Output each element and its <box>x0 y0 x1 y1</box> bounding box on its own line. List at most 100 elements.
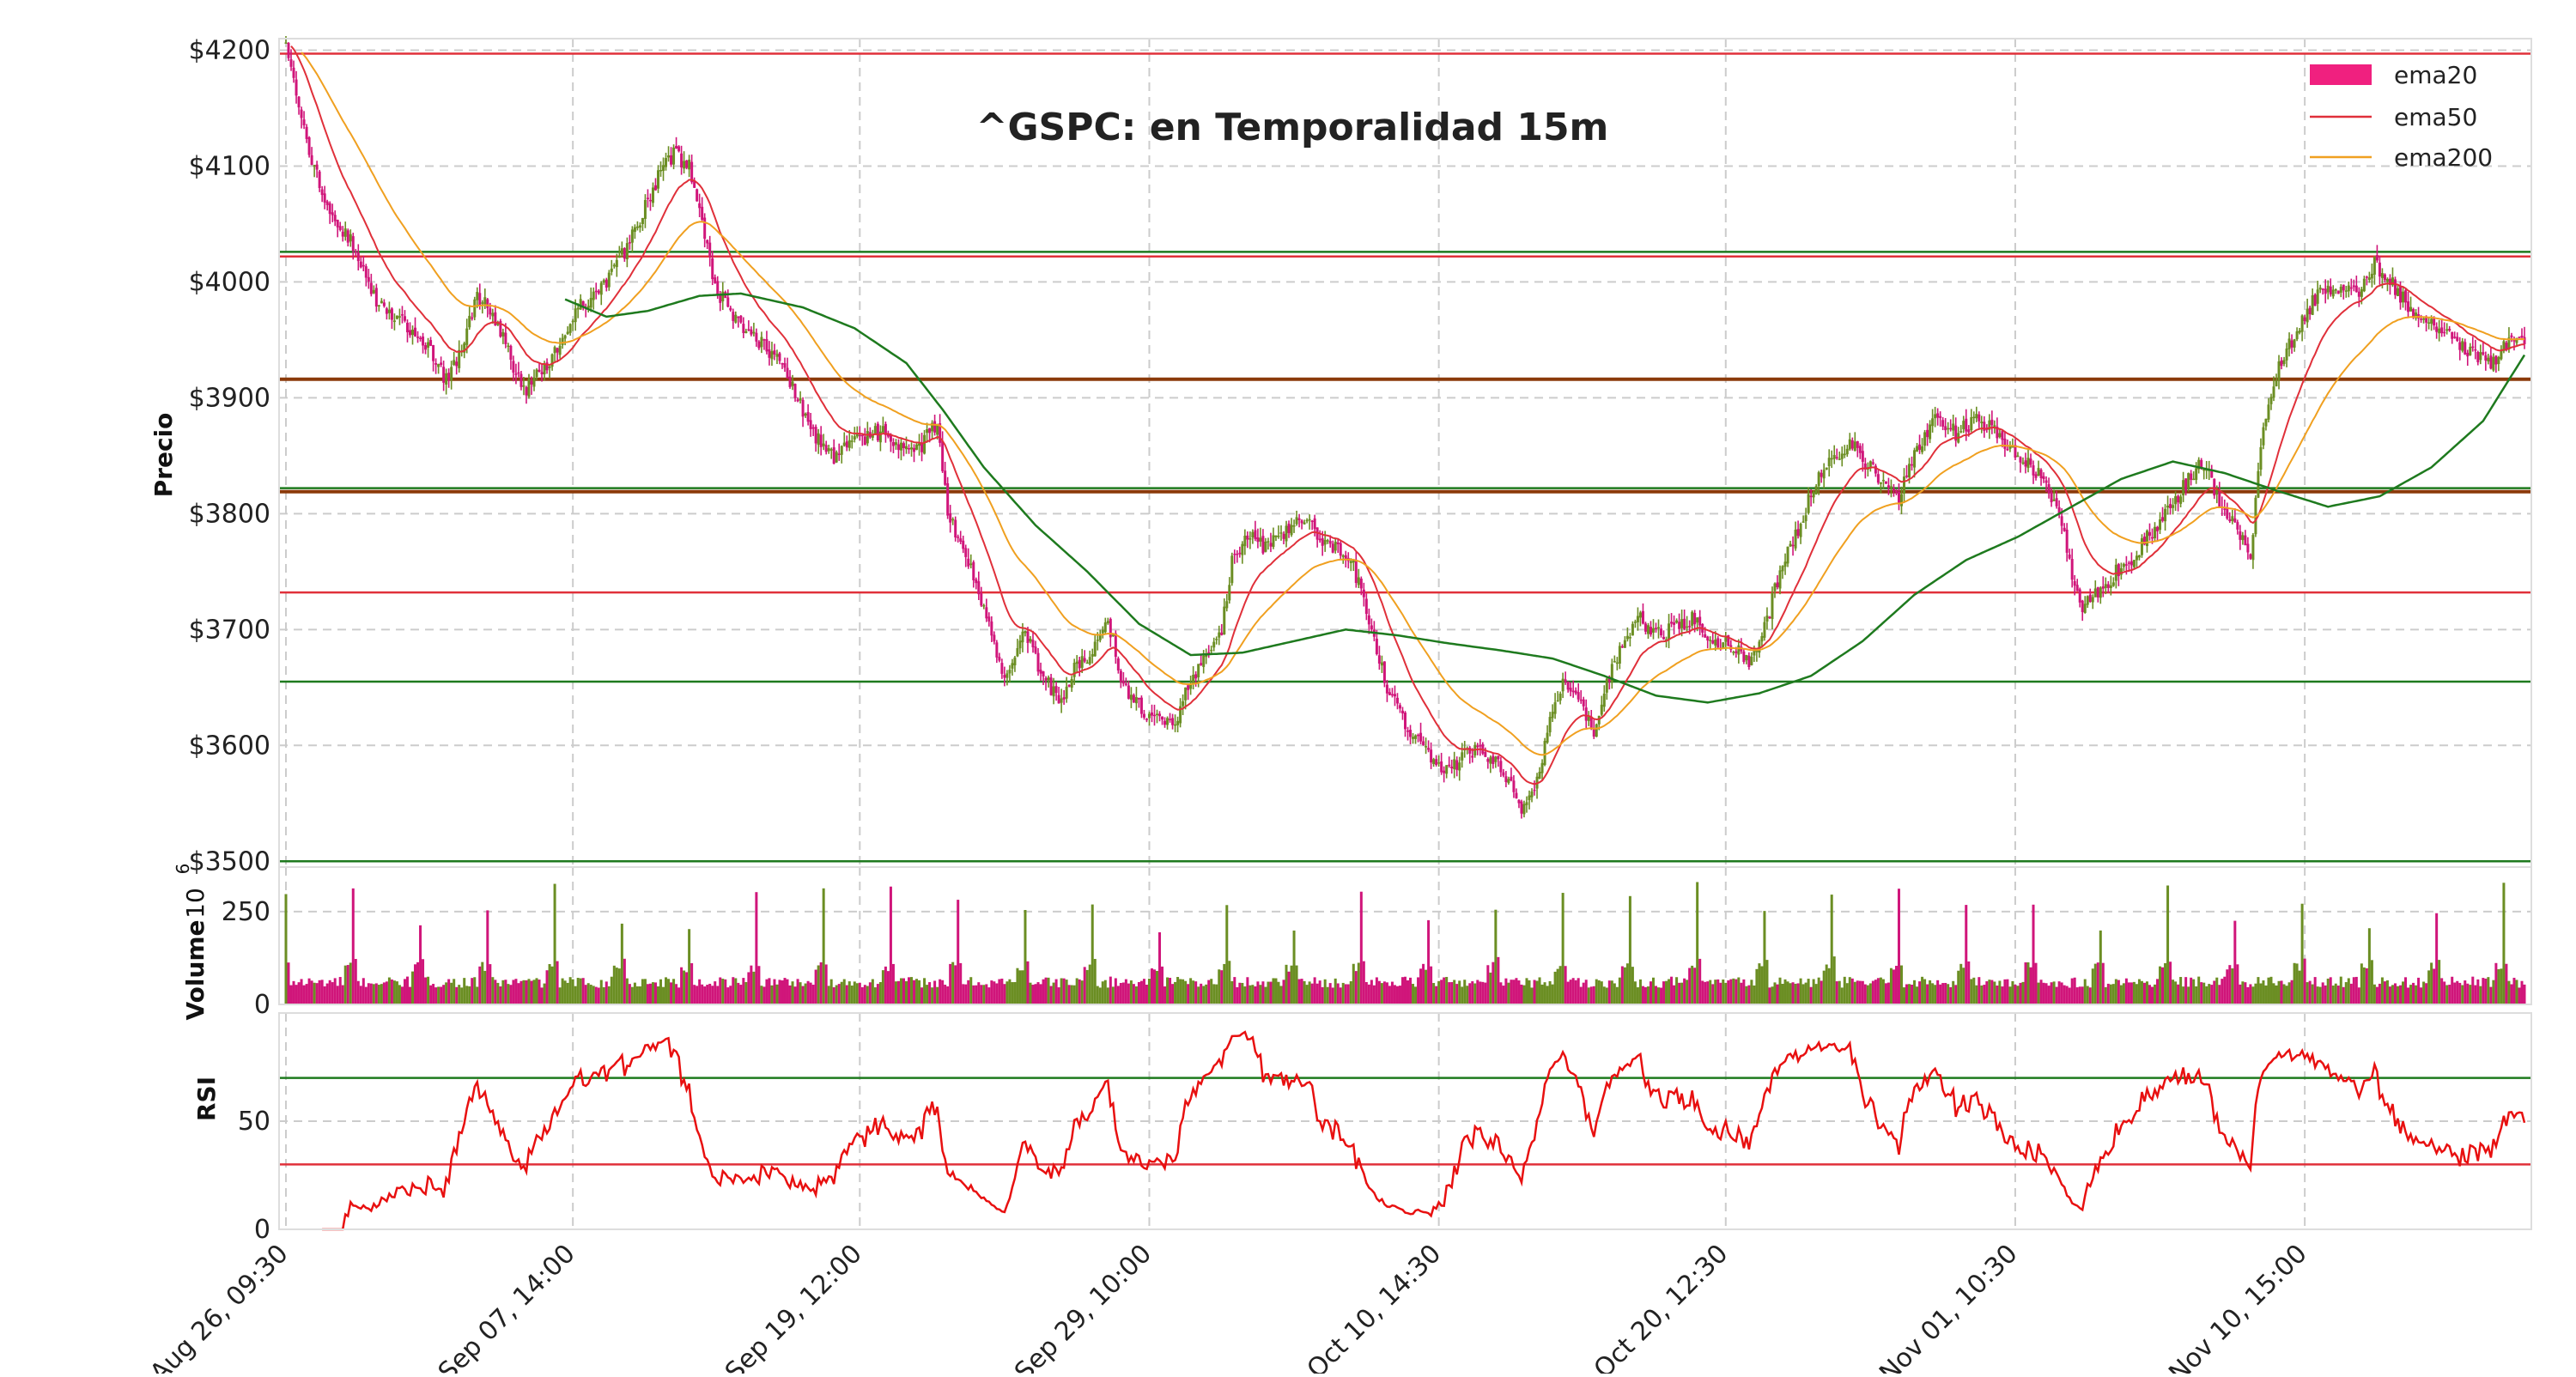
volume-bar-832 <box>2435 913 2439 1004</box>
candle-body-386 <box>1282 533 1285 539</box>
volume-bar-725 <box>2159 966 2162 1004</box>
candle-body-271 <box>985 607 988 619</box>
candle-body-35 <box>374 288 378 307</box>
candle-body-257 <box>949 513 952 523</box>
candle-body-378 <box>1261 536 1265 554</box>
volume-bar-317 <box>1103 980 1107 1004</box>
volume-bar-829 <box>2427 970 2431 1004</box>
volume-bar-278 <box>1003 984 1006 1004</box>
volume-bar-866 <box>2523 984 2526 1004</box>
volume-bar-571 <box>1760 966 1764 1004</box>
price-tick-label-6: $4100 <box>189 151 270 181</box>
volume-bar-103 <box>550 966 554 1004</box>
candle-body-1 <box>287 43 290 58</box>
candle-body-622 <box>1892 488 1895 491</box>
volume-bar-568 <box>1753 985 1756 1004</box>
volume-bar-186 <box>765 979 769 1004</box>
candle-body-567 <box>1750 656 1753 665</box>
volume-bar-224 <box>863 985 866 1004</box>
volume-bar-513 <box>1610 980 1613 1004</box>
candle-body-259 <box>954 519 957 538</box>
candle-body-597 <box>1827 458 1831 466</box>
candle-body-423 <box>1377 655 1381 664</box>
candle-body-851 <box>2484 355 2488 361</box>
volume-bar-70 <box>465 986 469 1004</box>
volume-bar-789 <box>2324 985 2327 1004</box>
volume-bar-477 <box>1517 980 1521 1004</box>
candle-body-659 <box>1988 420 1991 430</box>
volume-bar-259 <box>954 965 957 1004</box>
candle-body-283 <box>1016 648 1019 657</box>
candle-body-3 <box>292 67 295 78</box>
volume-bar-587 <box>1801 984 1805 1004</box>
candle-body-655 <box>1978 414 1981 422</box>
candle-body-197 <box>793 384 797 398</box>
volume-bar-252 <box>936 986 939 1004</box>
candle-body-396 <box>1308 519 1311 521</box>
candle-body-528 <box>1649 627 1652 635</box>
volume-bar-91 <box>519 980 523 1004</box>
volume-bar-205 <box>814 969 817 1004</box>
candle-body-200 <box>801 399 805 417</box>
volume-bar-666 <box>2006 979 2009 1004</box>
volume-bar-391 <box>1295 965 1298 1004</box>
volume-bar-325 <box>1124 979 1127 1004</box>
volume-bar-80 <box>491 977 495 1004</box>
candle-body-785 <box>2313 294 2317 306</box>
candle-body-326 <box>1127 685 1130 699</box>
volume-bar-546 <box>1696 882 1699 1004</box>
candle-body-298 <box>1054 686 1058 694</box>
candle-body-390 <box>1292 525 1296 527</box>
candle-body-786 <box>2316 289 2319 304</box>
volume-bar-619 <box>1884 983 1887 1004</box>
volume-bar-540 <box>1680 982 1684 1004</box>
legend-swatch-ema20 <box>2310 64 2372 85</box>
price-tick-label-2: $3700 <box>189 615 270 645</box>
volume-bar-335 <box>1150 968 1153 1004</box>
volume-bar-183 <box>757 966 761 1004</box>
candle-body-444 <box>1432 759 1436 765</box>
candle-body-792 <box>2331 289 2335 297</box>
candle-body-12 <box>315 164 319 170</box>
candle-body-47 <box>405 322 409 333</box>
volume-bar-92 <box>522 980 526 1004</box>
candle-body-404 <box>1328 541 1332 544</box>
volume-bar-207 <box>819 961 823 1004</box>
candle-body-645 <box>1952 423 1955 431</box>
volume-bar-635 <box>1926 984 1929 1004</box>
volume-bar-72 <box>471 978 474 1004</box>
candle-body-7 <box>302 119 306 125</box>
volume-bar-2 <box>289 985 293 1004</box>
candle-body-297 <box>1052 686 1055 697</box>
candle-body-427 <box>1388 692 1391 695</box>
candle-body-679 <box>2039 470 2043 479</box>
volume-bar-845 <box>2469 985 2472 1004</box>
volume-bar-322 <box>1116 986 1120 1004</box>
candle-body-333 <box>1145 719 1148 720</box>
candle-body-194 <box>786 367 789 379</box>
volume-bar-610 <box>1861 980 1864 1004</box>
candle-body-538 <box>1675 620 1679 623</box>
candle-body-152 <box>677 146 681 152</box>
volume-bar-55 <box>427 976 430 1004</box>
candle-body-764 <box>2259 446 2263 470</box>
volume-bar-336 <box>1152 969 1156 1004</box>
candle-body-347 <box>1182 701 1185 707</box>
candle-body-287 <box>1026 631 1030 643</box>
volume-bar-203 <box>809 982 812 1004</box>
volume-bar-539 <box>1678 982 1681 1004</box>
volume-bar-759 <box>2246 986 2250 1004</box>
volume-bar-555 <box>1719 982 1722 1004</box>
candle-body-586 <box>1799 524 1802 537</box>
candle-body-155 <box>685 160 689 168</box>
volume-bar-12 <box>315 983 319 1004</box>
volume-bar-524 <box>1638 979 1642 1004</box>
candle-body-89 <box>514 373 518 375</box>
volume-bar-766 <box>2264 985 2268 1004</box>
volume-bar-648 <box>1959 963 1963 1004</box>
candle-body-701 <box>2096 587 2099 598</box>
candle-body-717 <box>2137 555 2141 558</box>
volume-bar-661 <box>1993 981 1996 1004</box>
volume-bar-125 <box>607 986 611 1004</box>
